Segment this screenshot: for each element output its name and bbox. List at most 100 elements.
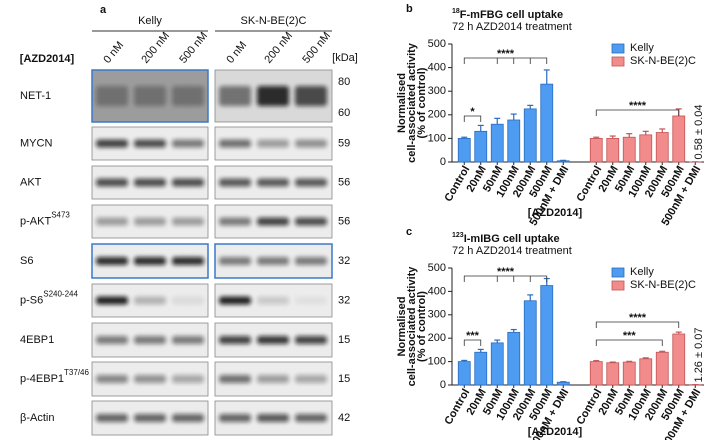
significance-label: **** — [497, 266, 515, 278]
y-axis-label: (% of control) — [416, 291, 428, 362]
protein-label: 4EBP1 — [20, 334, 54, 346]
bar — [507, 331, 521, 386]
legend-label: SK-N-BE(2)C — [630, 279, 696, 291]
blot-band — [219, 336, 251, 344]
blot-band — [96, 375, 128, 383]
blot-band — [257, 217, 289, 226]
blot-band — [96, 296, 128, 305]
blot-band — [96, 86, 128, 106]
lane-label: 200 nM — [139, 30, 172, 66]
protein-site: S473 — [51, 211, 70, 220]
blot-band — [172, 336, 204, 344]
blot-band — [172, 414, 204, 422]
blot-band — [219, 139, 251, 148]
lane-label: 500 nM — [177, 30, 210, 66]
bar — [606, 362, 620, 386]
significance-label: *** — [623, 330, 637, 342]
protein-name: 4EBP1 — [20, 334, 54, 346]
protein-name: S6 — [20, 255, 33, 267]
error-bar — [543, 69, 550, 85]
y-tick-label: 100 — [428, 356, 446, 368]
significance-bracket — [595, 109, 680, 116]
protein-label: MYCN — [20, 137, 52, 149]
blot-band — [257, 178, 289, 187]
bar — [457, 361, 471, 386]
significance-label: **** — [629, 312, 647, 324]
legend-label: Kelly — [630, 42, 654, 54]
error-bar — [609, 361, 616, 363]
blot-band — [257, 414, 289, 422]
blot-band — [172, 86, 204, 106]
bar — [672, 333, 686, 386]
legend-label: Kelly — [630, 266, 654, 278]
error-bar — [609, 135, 616, 139]
blot-band — [257, 257, 289, 265]
blot-band — [96, 257, 128, 265]
blot-band — [295, 178, 327, 187]
significance-bracket — [463, 275, 548, 282]
title-isotope: 18 — [452, 8, 460, 15]
y-tick-label: 0 — [440, 156, 446, 168]
error-bar — [659, 350, 666, 353]
error-bar — [642, 130, 649, 135]
blot-band — [96, 336, 128, 344]
error-bar — [461, 359, 468, 362]
y-tick-label: 200 — [428, 332, 446, 344]
title-text: F-mFBG cell uptake — [460, 9, 563, 21]
bar — [523, 300, 537, 386]
y-tick-label: 500 — [428, 38, 446, 50]
blot-band — [172, 375, 204, 383]
protein-label: p-4EBP1T37/46 — [20, 368, 89, 385]
blot-band — [134, 217, 166, 226]
blot-band — [219, 296, 251, 305]
significance-label: * — [470, 106, 475, 118]
error-bar — [510, 328, 517, 333]
error-bar — [659, 128, 666, 133]
chart-title: 123I-mIBG cell uptake — [452, 232, 560, 245]
kda-value: 56 — [338, 215, 350, 227]
kda-value: 56 — [338, 176, 350, 188]
protein-label: S6 — [20, 255, 33, 267]
protein-label: β-Actin — [20, 412, 54, 424]
error-bar — [510, 113, 517, 120]
blot-band — [295, 217, 327, 226]
blot-band — [295, 86, 327, 106]
blot-band — [257, 375, 289, 383]
y-axis-label: Normalised — [396, 297, 408, 357]
bar — [474, 351, 488, 386]
kda-value: 60 — [338, 107, 350, 119]
protein-label: p-S6S240-244 — [20, 290, 78, 307]
blot-band — [134, 375, 166, 383]
y-tick-label: 400 — [428, 285, 446, 297]
significance-bracket — [463, 339, 482, 346]
y-axis-label: cell-associated activity — [406, 266, 418, 387]
bar — [639, 134, 653, 163]
significance-label: *** — [466, 330, 480, 342]
bar — [474, 130, 488, 163]
legend-swatch — [611, 43, 625, 54]
bar — [655, 351, 669, 386]
protein-label: NET-1 — [20, 90, 51, 102]
kda-value: 32 — [338, 255, 350, 267]
protein-name: MYCN — [20, 137, 52, 149]
y-axis-label: cell-associated activity — [406, 42, 418, 163]
title-text: I-mIBG cell uptake — [464, 233, 560, 245]
bar — [507, 119, 521, 163]
x-axis-label: [AZD2014] — [528, 426, 583, 438]
blot-band — [257, 86, 289, 106]
kda-value: 15 — [338, 334, 350, 346]
blot-band — [134, 257, 166, 265]
bar — [523, 108, 537, 163]
bar — [622, 136, 636, 163]
blot-band — [257, 139, 289, 148]
bar — [457, 137, 471, 163]
y-axis-label: Normalised — [396, 73, 408, 133]
blot-band — [96, 139, 128, 148]
blot-band — [134, 414, 166, 422]
bar — [490, 123, 504, 163]
legend-swatch — [611, 56, 625, 67]
blot-band — [172, 139, 204, 148]
error-bar — [527, 104, 534, 109]
kda-value: 32 — [338, 294, 350, 306]
error-bar — [494, 117, 501, 125]
